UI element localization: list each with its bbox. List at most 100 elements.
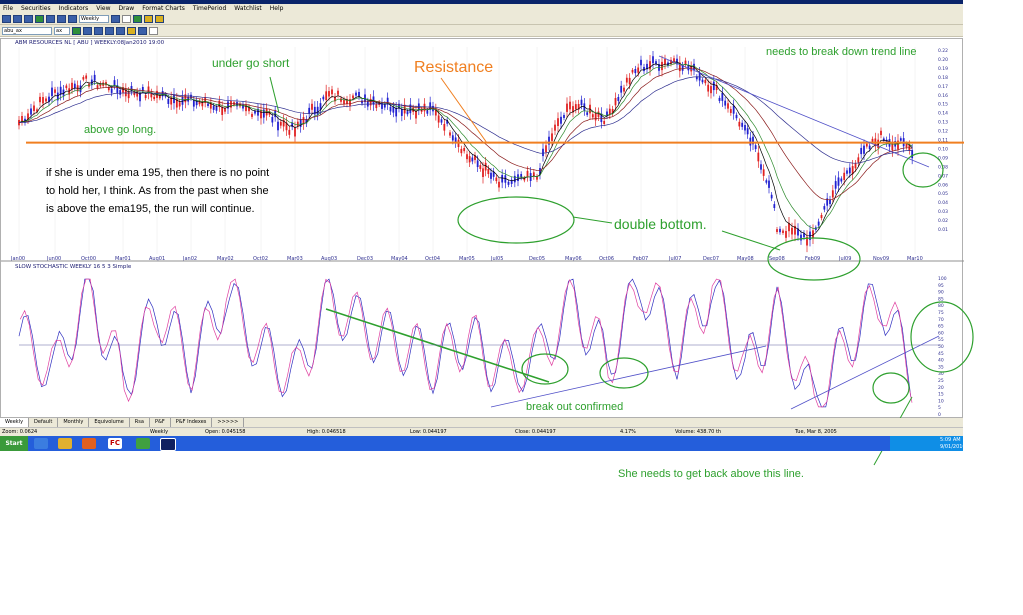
price-candle-body xyxy=(153,96,156,100)
indicator-icon[interactable] xyxy=(94,26,103,35)
price-candle-body xyxy=(150,92,153,98)
candle-icon[interactable] xyxy=(57,14,66,23)
symbol-field[interactable]: abu_ax xyxy=(2,26,52,35)
price-candle-body xyxy=(133,92,136,96)
price-candle-body xyxy=(513,175,516,183)
price-candle-body xyxy=(865,143,868,147)
price-candle-body xyxy=(242,104,244,109)
media-icon[interactable] xyxy=(82,438,96,449)
menu-item-securities[interactable]: Securities xyxy=(21,5,51,12)
print-icon[interactable] xyxy=(24,14,33,23)
price-candle-body xyxy=(860,147,863,155)
status-date: Tue, Mar 8, 2005 xyxy=(795,429,837,435)
price-candle-body xyxy=(285,122,288,131)
price-candle-body xyxy=(288,129,291,135)
price-candle-body xyxy=(446,120,449,124)
ema-line-1 xyxy=(18,63,913,229)
grid-icon[interactable] xyxy=(116,26,125,35)
price-candle-body xyxy=(204,97,207,104)
price-candle-body xyxy=(594,112,597,121)
oscillator-header: SLOW STOCHASTIC WEEKLY 16 5 3 Simple xyxy=(15,264,132,270)
price-candle-body xyxy=(554,124,556,131)
menu-item-watchlist[interactable]: Watchlist xyxy=(234,5,262,12)
line-chart-icon[interactable] xyxy=(68,14,77,23)
go-icon[interactable] xyxy=(72,26,81,35)
price-candle-body xyxy=(707,84,710,92)
oscillator-uptrend-line-2[interactable] xyxy=(790,335,940,410)
exchange-field[interactable]: ax xyxy=(54,26,70,35)
price-candle-body xyxy=(661,61,663,71)
folder-icon[interactable] xyxy=(155,14,164,23)
down-trend-line[interactable] xyxy=(658,55,930,168)
price-candle-body xyxy=(773,204,776,209)
status-bar: Zoom: 0.0624 Weekly Open: 0.045158 High:… xyxy=(0,427,963,436)
price-candle-body xyxy=(113,80,116,86)
tab-5[interactable]: P&F xyxy=(150,418,171,427)
app-icon[interactable] xyxy=(136,438,150,449)
resistance-pointer xyxy=(440,77,488,144)
price-x-label: Mar03 xyxy=(287,256,303,262)
price-candle-body xyxy=(175,99,178,108)
tab-3[interactable]: Equivolume xyxy=(89,418,130,427)
fib-icon[interactable] xyxy=(127,26,136,35)
price-candle-body xyxy=(48,96,50,102)
info-icon[interactable] xyxy=(160,438,176,451)
stochastic-line-d xyxy=(19,278,913,408)
start-button[interactable]: Start xyxy=(0,436,28,451)
ema-lines xyxy=(18,61,913,237)
menu-item-help[interactable]: Help xyxy=(269,5,284,12)
breakout-annotation: break out confirmed xyxy=(526,401,624,413)
tab-6[interactable]: P&F Indexes xyxy=(171,418,213,427)
price-candle-body xyxy=(181,96,184,105)
menu-item-indicators[interactable]: Indicators xyxy=(58,5,89,12)
tab-1[interactable]: Default xyxy=(29,418,59,427)
price-y-label: 0.02 xyxy=(938,218,948,224)
double-bottom-pointer-1 xyxy=(572,216,613,224)
menu-item-file[interactable]: File xyxy=(3,5,14,12)
layout-icon[interactable] xyxy=(105,26,114,35)
oscillator-down-trend-line[interactable] xyxy=(325,308,550,383)
price-candle-body xyxy=(460,148,463,154)
price-candle-body xyxy=(785,230,787,238)
price-candle-body xyxy=(122,87,124,93)
delete-icon[interactable] xyxy=(122,14,131,23)
oscillator-y-label: 70 xyxy=(938,317,944,323)
arrow-left-icon[interactable] xyxy=(133,14,142,23)
close-icon[interactable] xyxy=(149,26,158,35)
text-tool-icon[interactable] xyxy=(138,26,147,35)
menu-item-view[interactable]: View xyxy=(96,5,111,12)
price-y-label: 0.10 xyxy=(938,146,948,152)
price-candle-body xyxy=(340,98,342,102)
price-candle-body xyxy=(563,114,565,118)
tab-2[interactable]: Monthly xyxy=(58,418,90,427)
price-candle-body xyxy=(139,93,141,102)
tab-0[interactable]: Weekly xyxy=(0,418,30,427)
price-candle-body xyxy=(727,103,729,109)
price-candle-body xyxy=(400,108,403,116)
tab-4[interactable]: Rsa xyxy=(130,418,150,427)
save-icon[interactable] xyxy=(13,14,22,23)
menu-item-format-charts[interactable]: Format Charts xyxy=(142,5,185,12)
chart-svg[interactable]: 0.22 0.20 0.19 0.18 0.17 0.16 0.15 0.14 0.13 0.12… xyxy=(1,39,964,419)
price-candle-body xyxy=(744,125,746,131)
bar-chart-icon[interactable] xyxy=(46,14,55,23)
price-candle-body xyxy=(322,96,325,100)
folder-icon[interactable] xyxy=(58,438,72,449)
arrow-up-icon[interactable] xyxy=(144,14,153,23)
menu-item-draw[interactable]: Draw xyxy=(118,5,135,12)
browser-icon[interactable] xyxy=(34,438,48,449)
fc-icon[interactable]: FC xyxy=(108,438,122,449)
price-candle-body xyxy=(73,83,76,88)
tab-7[interactable]: >>>>> xyxy=(212,418,245,427)
zoom-icon[interactable] xyxy=(111,14,120,23)
period-select[interactable]: Weekly xyxy=(79,14,109,23)
price-candle-body xyxy=(375,104,378,109)
draw-tool-icon[interactable] xyxy=(83,26,92,35)
price-candle-body xyxy=(664,59,666,65)
oscillator-uptrend-line-1[interactable] xyxy=(490,345,767,408)
menu-item-timeperiod[interactable]: TimePeriod xyxy=(192,5,227,12)
chart-type-icon[interactable] xyxy=(35,14,44,23)
price-y-label: 0.03 xyxy=(938,209,948,215)
open-icon[interactable] xyxy=(2,14,11,23)
chart-area[interactable]: 0.22 0.20 0.19 0.18 0.17 0.16 0.15 0.14 0.13 0.12… xyxy=(0,38,964,419)
